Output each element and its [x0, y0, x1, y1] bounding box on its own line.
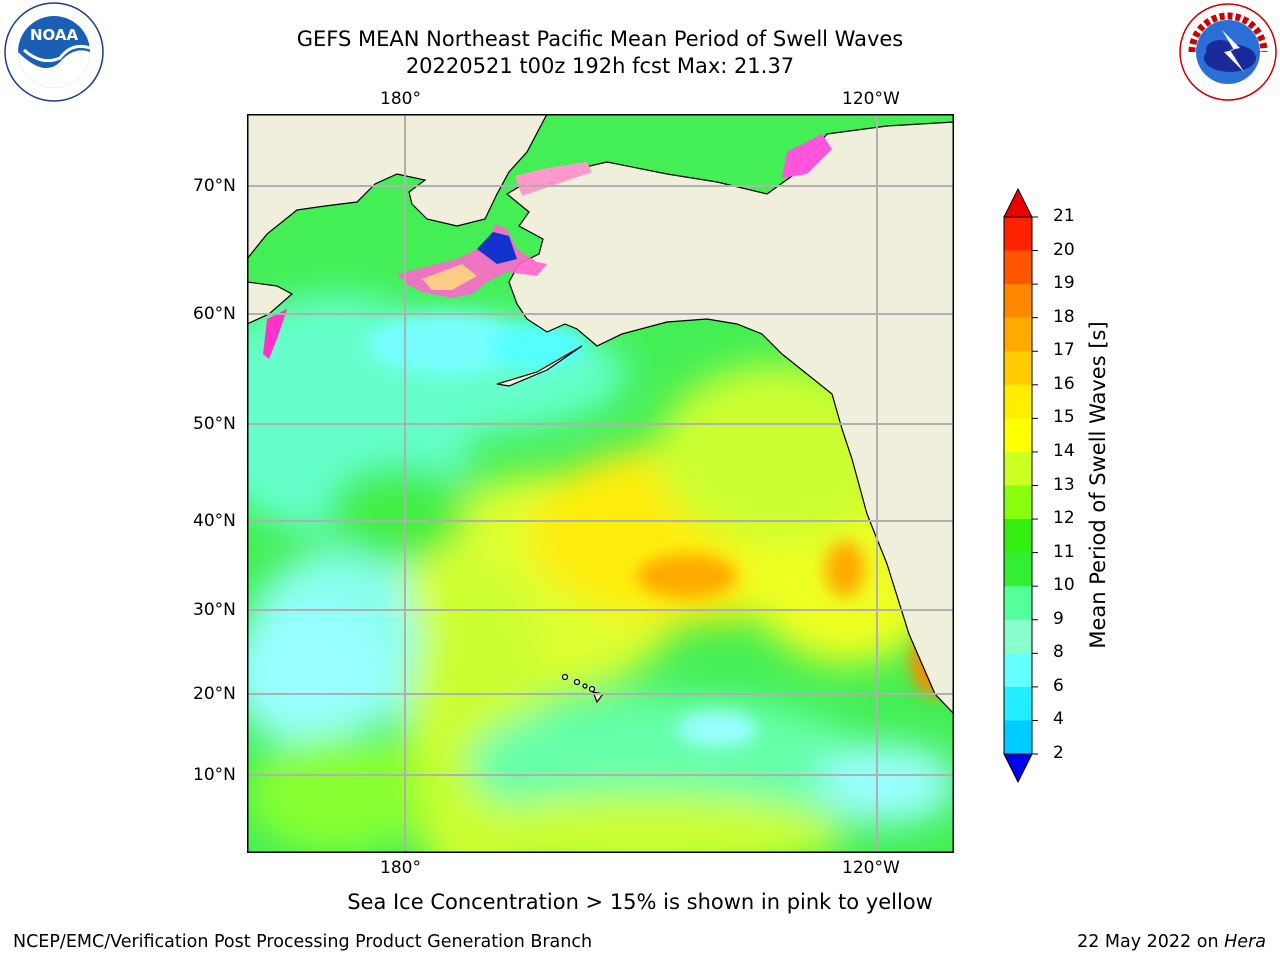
graticule [247, 114, 954, 853]
map-panel [247, 114, 954, 853]
footer-date: 22 May 2022 on Hera [1077, 932, 1266, 952]
colorbar-tick-label: 2 [1053, 743, 1064, 763]
colorbar-tick-label: 20 [1053, 239, 1075, 260]
sea-ice-note: Sea Ice Concentration > 15% is shown in … [347, 890, 933, 914]
colorbar-tick-label: 15 [1053, 407, 1075, 428]
colorbar-cell [1004, 418, 1032, 453]
lat-label-50n: 50°N [193, 414, 236, 434]
swell-period-map [247, 114, 954, 853]
colorbar-tick-label: 10 [1053, 575, 1075, 596]
noaa-logo-icon: NOAA [4, 2, 104, 102]
lon-label-bottom-180: 180° [380, 858, 421, 878]
sea-ice [263, 134, 832, 359]
lon-label-top-120w: 120°W [842, 89, 900, 109]
nws-logo-icon [1178, 2, 1278, 102]
colorbar-cell [1004, 485, 1032, 520]
footer-machine: Hera [1224, 932, 1266, 952]
colorbar-tick-label: 8 [1053, 642, 1064, 663]
lat-label-10n: 10°N [193, 765, 236, 785]
lat-label-40n: 40°N [193, 511, 236, 531]
colorbar-cell [1004, 351, 1032, 386]
colorbar-tick-label: 21 [1053, 206, 1075, 226]
colorbar-tick-label: 6 [1053, 675, 1064, 696]
colorbar-tick-label: 11 [1053, 541, 1075, 562]
swell-field-peaks [367, 314, 954, 747]
colorbar-cell [1004, 384, 1032, 419]
colorbar-cell [1004, 619, 1032, 654]
colorbar-cell [1004, 284, 1032, 319]
colorbar-over-triangle [1003, 187, 1033, 218]
lat-label-20n: 20°N [193, 684, 236, 704]
colorbar-tick-label: 9 [1053, 608, 1064, 629]
colorbar-cell [1004, 317, 1032, 352]
lat-label-60n: 60°N [193, 304, 236, 324]
colorbar-tick-label: 13 [1053, 474, 1075, 495]
colorbar-cell [1004, 653, 1032, 688]
colorbar-cell [1004, 250, 1032, 285]
lat-label-70n: 70°N [193, 176, 236, 196]
colorbar-cell [1004, 217, 1032, 252]
colorbar-cell [1004, 552, 1032, 587]
colorbar-tick-label: 19 [1053, 273, 1075, 294]
colorbar-tick-label: 4 [1053, 709, 1064, 730]
footer-credit: NCEP/EMC/Verification Post Processing Pr… [13, 932, 593, 952]
colorbar-cell [1004, 686, 1032, 721]
colorbar-under-triangle [1003, 753, 1033, 784]
noaa-text: NOAA [30, 26, 79, 44]
colorbar-tick-label: 17 [1053, 340, 1075, 361]
lon-label-bottom-120w: 120°W [842, 858, 900, 878]
colorbar-tick-label: 18 [1053, 306, 1075, 327]
swell-field-blobs [247, 294, 954, 853]
map-frame [247, 114, 954, 853]
colorbar-cell [1004, 451, 1032, 486]
chart-title: GEFS MEAN Northeast Pacific Mean Period … [296, 27, 904, 51]
lon-label-top-180: 180° [380, 89, 421, 109]
colorbar [1003, 187, 1038, 784]
colorbar-tick-label: 14 [1053, 440, 1075, 461]
colorbar-cell [1004, 586, 1032, 621]
colorbar-tick-label: 12 [1053, 508, 1075, 529]
colorbar-cell [1004, 720, 1032, 755]
colorbar-tick-label: 16 [1053, 373, 1075, 394]
colorbar-cell [1004, 519, 1032, 554]
lat-label-30n: 30°N [193, 600, 236, 620]
chart-subtitle: 20220521 t00z 192h fcst Max: 21.37 [405, 54, 795, 78]
